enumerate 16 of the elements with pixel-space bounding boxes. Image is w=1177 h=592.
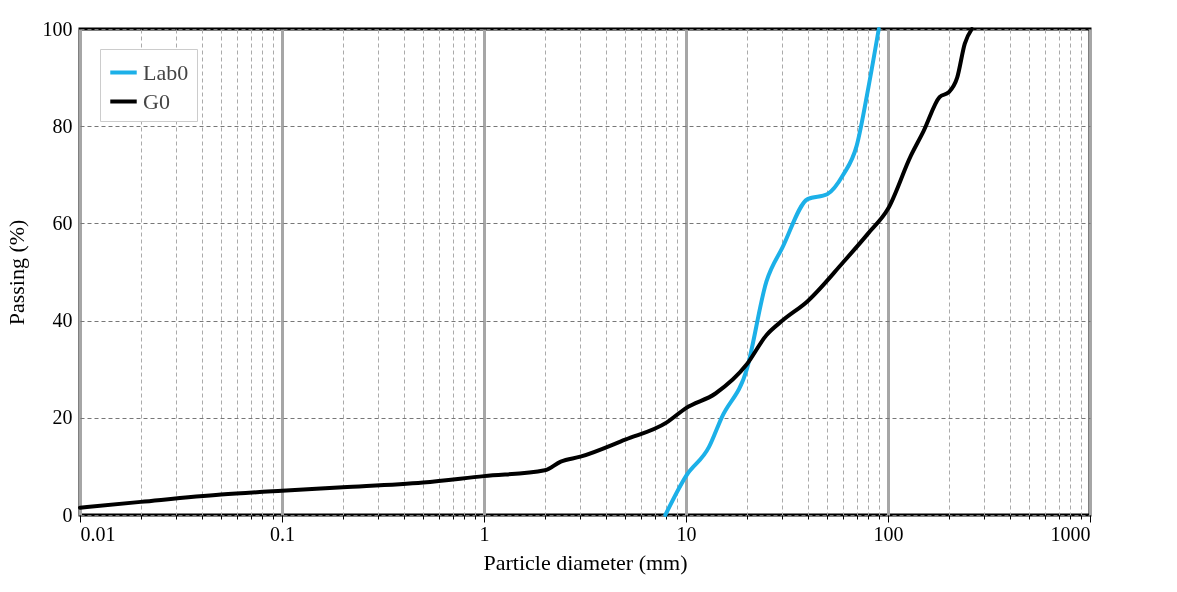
y-axis-title: Passing (%) bbox=[3, 219, 29, 326]
y-tick-label: 80 bbox=[52, 114, 73, 137]
x-tick-label: 0.1 bbox=[270, 522, 295, 545]
y-tick-label: 60 bbox=[52, 211, 73, 234]
x-axis-title: Particle diameter (mm) bbox=[483, 549, 688, 575]
x-tick-label: 1000 bbox=[1050, 522, 1091, 545]
legend-label: Lab0 bbox=[143, 59, 189, 85]
y-tick-label: 100 bbox=[42, 17, 73, 40]
x-tick-label: 0.01 bbox=[80, 522, 116, 545]
x-tick-label: 100 bbox=[873, 522, 904, 545]
legend-label: G0 bbox=[143, 88, 170, 114]
x-tick-label: 1 bbox=[479, 522, 490, 545]
x-tick-label: 10 bbox=[676, 522, 697, 545]
y-tick-label: 0 bbox=[62, 503, 73, 526]
y-tick-label: 40 bbox=[52, 309, 73, 332]
y-tick-label: 20 bbox=[52, 406, 73, 429]
